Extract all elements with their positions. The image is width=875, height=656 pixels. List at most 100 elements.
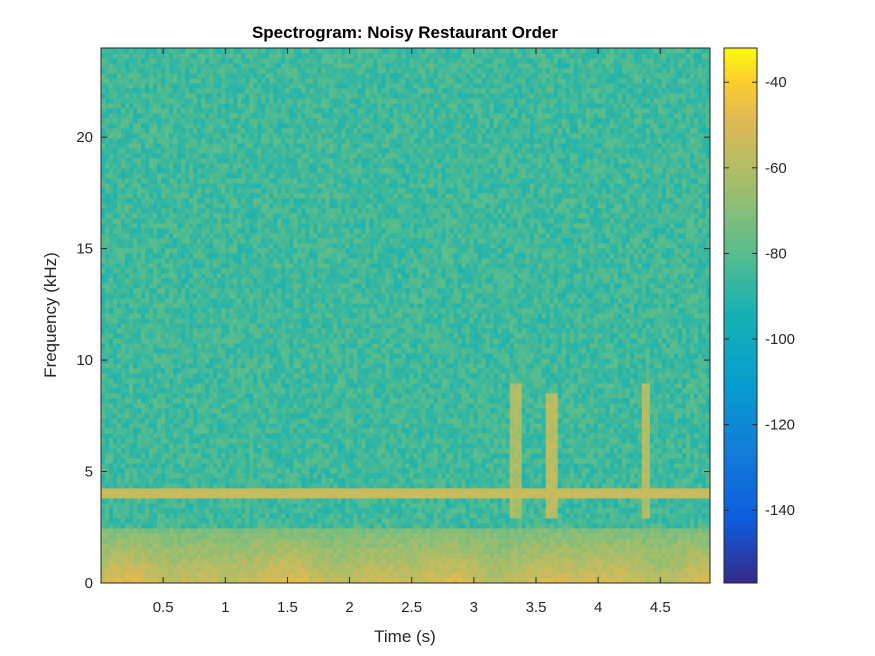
heatmap-cell [633,573,639,579]
heatmap-cell [165,533,170,539]
heatmap-cell [369,523,374,529]
heatmap-cell [237,443,242,449]
heatmap-cell [545,458,551,464]
heatmap-cell [417,423,422,429]
heatmap-cell [425,473,430,479]
heatmap-cell [101,438,106,444]
heatmap-cell [113,493,118,499]
heatmap-cell [445,563,450,569]
heatmap-cell [605,513,611,519]
heatmap-cell [705,548,711,554]
heatmap-cell [305,518,310,524]
heatmap-cell [449,438,454,444]
heatmap-cell [217,463,222,469]
heatmap-cell [593,518,599,524]
heatmap-cell [469,448,475,454]
heatmap-cell [497,528,503,534]
heatmap-cell [453,558,458,564]
heatmap-cell [457,558,462,564]
heatmap-cell [185,563,190,569]
heatmap-cell [325,578,330,584]
heatmap-cell [669,543,675,549]
heatmap-cell [505,508,511,514]
heatmap-cell [253,493,258,499]
heatmap-cell [221,558,226,564]
heatmap-cell [485,563,491,569]
heatmap-cell [105,568,110,574]
heatmap-cell [601,508,607,514]
heatmap-cell [309,553,314,559]
heatmap-cell [393,433,398,439]
heatmap-cell [257,508,262,514]
heatmap-cell [309,523,314,529]
heatmap-cell [165,578,170,584]
heatmap-cell [373,528,378,534]
heatmap-cell [277,448,282,454]
heatmap-cell [317,468,322,474]
heatmap-cell [245,548,250,554]
heatmap-cell [169,428,174,434]
heatmap-cell [445,553,450,559]
heatmap-cell [269,543,274,549]
heatmap-cell [345,528,350,534]
heatmap-cell [409,563,414,569]
heatmap-cell [437,443,442,449]
heatmap-cell [257,538,262,544]
heatmap-cell [633,473,639,479]
heatmap-cell [625,523,631,529]
heatmap-cell [329,478,334,484]
heatmap-cell [385,538,390,544]
heatmap-cell [485,438,491,444]
heatmap-cell [549,523,555,529]
heatmap-cell [501,483,507,489]
heatmap-cell [121,483,126,489]
heatmap-cell [297,493,302,499]
heatmap-cell [117,533,122,539]
heatmap-cell [545,463,551,469]
heatmap-cell [385,483,390,489]
heatmap-cell [381,523,386,529]
heatmap-cell [293,418,298,424]
heatmap-cell [449,483,454,489]
heatmap-cell [377,578,382,584]
heatmap-cell [353,433,358,439]
heatmap-cell [237,508,242,514]
heatmap-cell [477,523,483,529]
heatmap-cell [461,528,466,534]
heatmap-cell [365,543,370,549]
heatmap-cell [565,558,571,564]
heatmap-cell [381,483,386,489]
heatmap-cell [437,428,442,434]
heatmap-cell [533,488,539,494]
heatmap-cell [529,433,535,439]
heatmap-cell [213,493,218,499]
heatmap-cell [509,428,515,434]
heatmap-cell [257,558,262,564]
heatmap-cell [125,548,130,554]
heatmap-cell [313,568,318,574]
heatmap-cell [565,523,571,529]
heatmap-cell [481,528,487,534]
heatmap-cell [577,473,583,479]
heatmap-cell [333,533,338,539]
heatmap-cell [401,513,406,519]
heatmap-cell [633,568,639,574]
heatmap-cell [101,443,106,449]
heatmap-cell [681,463,687,469]
heatmap-cell [433,563,438,569]
heatmap-cell [485,543,491,549]
heatmap-cell [617,463,623,469]
heatmap-cell [261,508,266,514]
heatmap-cell [697,558,703,564]
heatmap-cell [521,563,527,569]
heatmap-cell [429,443,434,449]
heatmap-cell [549,443,555,449]
heatmap-cell [193,498,198,504]
heatmap-cell [693,423,699,429]
heatmap-cell [253,553,258,559]
heatmap-cell [401,528,406,534]
heatmap-cell [297,468,302,474]
heatmap-cell [249,478,254,484]
heatmap-cell [461,478,466,484]
heatmap-cell [553,423,559,429]
